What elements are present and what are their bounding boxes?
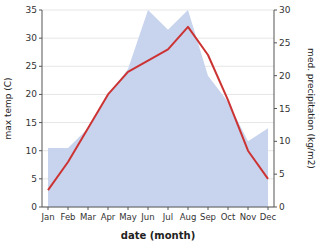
x-tick-label: Jan xyxy=(40,212,54,222)
grid-line xyxy=(42,207,274,208)
y-tick-label: 10 xyxy=(26,146,38,156)
y-tick-label: 25 xyxy=(26,61,37,71)
x-axis-label: date (month) xyxy=(121,230,195,241)
y2-tick-label: 20 xyxy=(279,71,291,81)
line xyxy=(48,27,268,190)
grid-line xyxy=(42,10,274,11)
x-tick-label: Mar xyxy=(80,212,97,222)
y2-tick-label: 30 xyxy=(279,5,291,15)
x-tick xyxy=(168,207,169,210)
y2-tick xyxy=(274,42,277,43)
x-tick xyxy=(268,207,269,210)
x-tick-label: Jul xyxy=(162,212,173,222)
x-tick-label: Oct xyxy=(221,212,236,222)
x-tick xyxy=(228,207,229,210)
y-tick xyxy=(39,38,42,39)
y-tick xyxy=(39,94,42,95)
y-tick-label: 0 xyxy=(31,202,37,212)
x-tick xyxy=(128,207,129,210)
x-tick-label: Nov xyxy=(240,212,257,222)
y-tick xyxy=(39,178,42,179)
y-tick xyxy=(39,66,42,67)
area xyxy=(48,10,268,207)
y-axis-line xyxy=(42,10,43,207)
x-tick xyxy=(188,207,189,210)
y2-tick-label: 25 xyxy=(279,38,290,48)
y2-tick xyxy=(274,108,277,109)
y-tick-label: 20 xyxy=(26,89,38,99)
y2-tick xyxy=(274,10,277,11)
x-tick xyxy=(48,207,49,210)
y-tick-label: 5 xyxy=(31,174,37,184)
x-tick xyxy=(88,207,89,210)
y-tick-label: 15 xyxy=(26,118,37,128)
y-tick xyxy=(39,122,42,123)
marks xyxy=(48,10,268,207)
y2-tick xyxy=(274,75,277,76)
y-axis-label: max temp (C) xyxy=(3,77,13,139)
y2-tick xyxy=(274,207,277,208)
x-tick-label: Sep xyxy=(200,212,216,222)
x-tick xyxy=(148,207,149,210)
y2-tick xyxy=(274,174,277,175)
x-tick-label: Dec xyxy=(260,212,277,222)
x-tick-label: Feb xyxy=(60,212,75,222)
y-tick xyxy=(39,10,42,11)
x-tick-label: Apr xyxy=(101,212,116,222)
y-tick-label: 35 xyxy=(26,5,37,15)
x-tick xyxy=(208,207,209,210)
y2-axis-label: med. precipitation (kg/m2) xyxy=(306,48,316,169)
x-tick xyxy=(248,207,249,210)
x-tick xyxy=(68,207,69,210)
y2-tick-label: 15 xyxy=(279,104,290,114)
y2-tick-label: 5 xyxy=(279,169,285,179)
y-tick-label: 30 xyxy=(26,33,38,43)
y-tick xyxy=(39,207,42,208)
y-tick xyxy=(39,150,42,151)
x-tick xyxy=(108,207,109,210)
y2-tick xyxy=(274,141,277,142)
chart: 0 5 10 15 20 25 30 35 0 5 10 15 20 25 30 Jan Feb Mar AprMa… xyxy=(0,0,318,247)
x-tick-label: Aug xyxy=(180,212,197,222)
x-axis-line xyxy=(42,207,274,208)
x-tick-label: Jun xyxy=(140,212,154,222)
x-tick-label: May xyxy=(119,212,137,222)
y2-tick-label: 0 xyxy=(279,202,285,212)
y2-tick-label: 10 xyxy=(279,136,291,146)
